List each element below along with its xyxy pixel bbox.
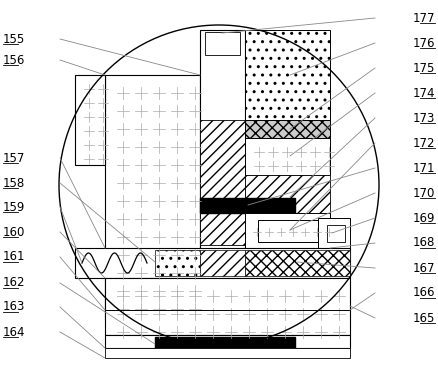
Text: 157: 157 xyxy=(3,151,25,164)
Text: 155: 155 xyxy=(3,33,25,46)
Bar xyxy=(327,225,345,242)
Bar xyxy=(200,198,295,213)
Bar xyxy=(245,120,330,138)
Bar xyxy=(245,138,330,175)
Bar xyxy=(245,250,350,276)
Bar xyxy=(155,337,295,350)
Text: 173: 173 xyxy=(413,112,435,125)
Text: 170: 170 xyxy=(413,187,435,200)
Text: 167: 167 xyxy=(413,262,435,275)
Text: 171: 171 xyxy=(413,161,435,174)
Bar xyxy=(155,250,200,276)
Text: 160: 160 xyxy=(3,226,25,239)
Text: 176: 176 xyxy=(413,36,435,49)
Bar xyxy=(200,30,245,320)
Bar xyxy=(245,175,330,220)
Bar xyxy=(245,213,330,248)
Bar xyxy=(75,248,350,278)
Bar xyxy=(205,32,240,55)
Text: 177: 177 xyxy=(413,12,435,24)
Bar xyxy=(258,220,318,242)
Text: 175: 175 xyxy=(413,62,435,75)
Bar xyxy=(105,348,350,358)
Bar xyxy=(75,75,105,165)
Bar xyxy=(105,75,200,320)
Text: 161: 161 xyxy=(3,250,25,263)
Bar xyxy=(200,250,245,276)
Text: 158: 158 xyxy=(3,177,25,190)
Bar xyxy=(245,30,330,120)
Bar xyxy=(105,278,350,335)
Bar xyxy=(105,335,350,348)
Text: 159: 159 xyxy=(3,200,25,213)
Bar xyxy=(245,220,330,240)
Text: 163: 163 xyxy=(3,301,25,313)
Bar xyxy=(318,218,350,248)
Text: 166: 166 xyxy=(413,286,435,299)
Text: 164: 164 xyxy=(3,325,25,338)
Text: 156: 156 xyxy=(3,53,25,66)
Text: 174: 174 xyxy=(413,86,435,99)
Text: 168: 168 xyxy=(413,236,435,250)
Text: 172: 172 xyxy=(413,137,435,150)
Bar xyxy=(200,120,245,245)
Text: 169: 169 xyxy=(413,211,435,224)
Text: 162: 162 xyxy=(3,276,25,289)
Text: 165: 165 xyxy=(413,312,435,325)
